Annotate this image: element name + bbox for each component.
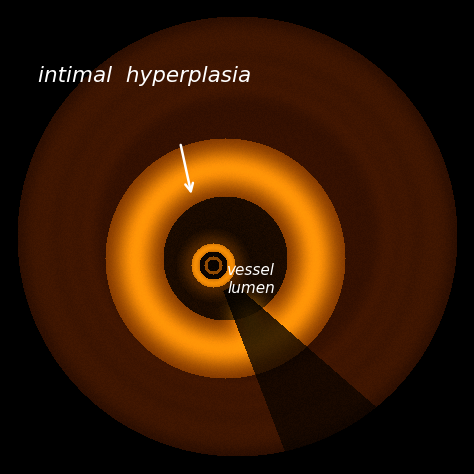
Text: intimal  hyperplasia: intimal hyperplasia	[38, 66, 251, 86]
Text: vessel
lumen: vessel lumen	[227, 264, 275, 296]
